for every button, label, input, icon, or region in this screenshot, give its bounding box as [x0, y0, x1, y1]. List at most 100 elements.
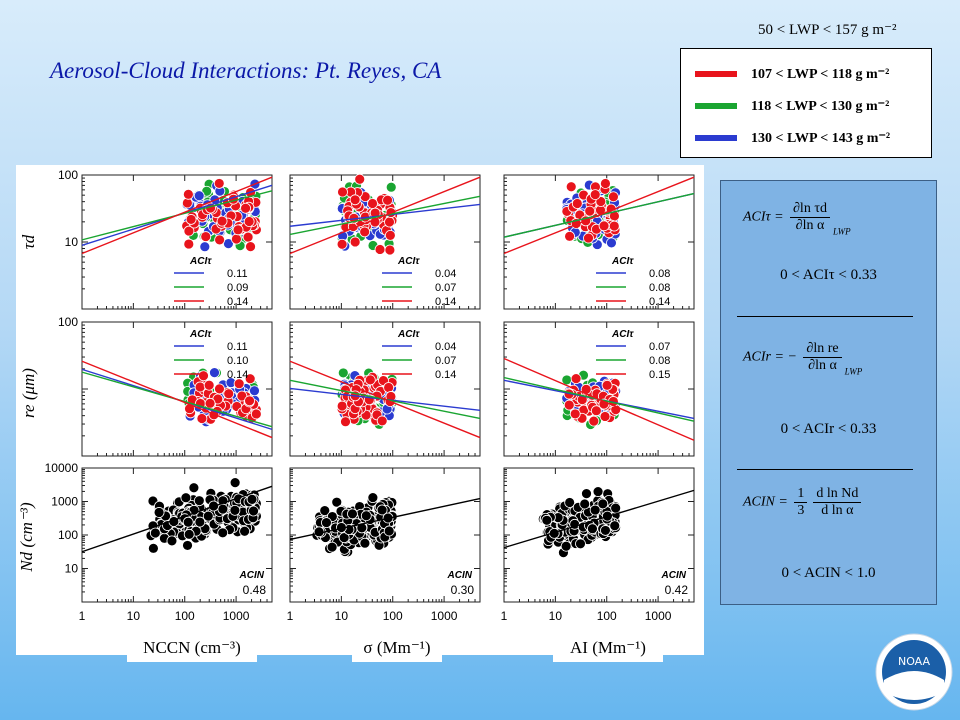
x-label-sigma: σ (Mm⁻¹) — [352, 634, 442, 662]
x-tick-label: 1 — [501, 609, 508, 623]
data-point — [583, 232, 594, 244]
x-label-ai: AI (Mm⁻¹) — [553, 634, 663, 662]
inset-legend-value: 0.08 — [649, 268, 670, 280]
y-axis-label: Nd (cm⁻³) — [17, 502, 36, 573]
data-point — [244, 395, 255, 407]
data-point — [600, 525, 611, 536]
inset-legend-title: ACIτ — [397, 329, 420, 340]
data-point — [183, 238, 195, 250]
data-point — [213, 178, 225, 189]
inset-legend-title: ACIτ — [189, 256, 212, 267]
data-point — [560, 540, 572, 552]
data-point — [349, 194, 361, 206]
data-point — [606, 237, 617, 249]
data-point — [188, 482, 200, 494]
legend-item-green: 118 < LWP < 130 g m⁻² — [695, 95, 889, 117]
data-point — [382, 194, 393, 206]
data-point — [182, 516, 194, 528]
page-title: Aerosol-Cloud Interactions: Pt. Reyes, C… — [50, 58, 442, 83]
data-point — [331, 496, 343, 508]
y-tick-label: 100 — [58, 315, 78, 329]
legend-label: 118 < LWP < 130 g m⁻² — [751, 98, 890, 114]
data-point — [326, 541, 338, 553]
data-point — [193, 190, 205, 202]
data-point — [592, 486, 604, 497]
inset-legend-value: 0.11 — [227, 268, 248, 280]
data-point — [321, 517, 332, 529]
data-point — [383, 382, 395, 393]
aci-tau-range: 0 < ACIτ < 0.33 — [780, 267, 877, 283]
data-point — [319, 505, 331, 517]
divider — [737, 469, 913, 470]
data-point — [601, 379, 613, 391]
data-point — [200, 231, 212, 242]
x-tick-label: 10 — [549, 609, 563, 623]
data-point — [563, 399, 575, 411]
data-point — [354, 173, 366, 185]
fit-line — [81, 485, 273, 553]
fit-line — [503, 176, 695, 255]
data-point — [336, 400, 348, 412]
data-point — [198, 370, 209, 382]
inset-legend-value: 0.11 — [227, 341, 248, 353]
data-point — [608, 220, 620, 232]
data-point — [385, 181, 397, 193]
aci-n-range: 0 < ACIN < 1.0 — [781, 565, 876, 581]
fit-line — [503, 489, 695, 549]
data-point — [232, 224, 244, 236]
data-point — [194, 381, 206, 393]
y-tick-label: 100 — [58, 528, 78, 542]
data-point — [338, 532, 350, 543]
inset-legend-title: ACIN — [447, 570, 473, 581]
data-point — [374, 244, 386, 255]
data-point — [183, 528, 195, 540]
x-tick-label: 1000 — [645, 609, 672, 623]
data-point — [587, 523, 598, 535]
data-point — [359, 226, 371, 238]
data-point — [217, 503, 229, 515]
inset-legend-value: 0.15 — [649, 369, 670, 381]
data-point — [571, 198, 583, 209]
eq-den: d ln α — [821, 503, 854, 518]
aci-r-range: 0 < ACIr < 0.33 — [780, 421, 877, 437]
data-point — [376, 504, 388, 516]
legend-swatch — [695, 71, 737, 77]
data-point — [149, 527, 161, 539]
data-point — [214, 383, 225, 395]
data-point — [360, 510, 372, 522]
y-tick-label: 10 — [65, 562, 79, 576]
data-point — [245, 241, 256, 252]
data-point — [214, 234, 226, 246]
data-point — [600, 178, 611, 189]
eq-den: ∂ln α — [808, 358, 837, 373]
eq-den: 3 — [797, 503, 805, 518]
inset-legend-value: 0.07 — [435, 355, 456, 367]
data-point — [242, 231, 254, 243]
eq-sub: LWP — [844, 366, 863, 377]
x-tick-label: 10 — [335, 609, 349, 623]
aci-tau-equation: ACIτ = ∂ln τd ∂ln α LWP — [743, 201, 851, 237]
data-point — [204, 397, 216, 409]
x-label-nccn: NCCN (cm⁻³) — [127, 634, 257, 662]
data-point — [239, 525, 251, 537]
data-point — [584, 205, 596, 217]
eq-lhs: ACIτ = — [743, 209, 784, 225]
inset-legend-value: 0.09 — [227, 282, 248, 294]
data-point — [356, 522, 368, 534]
x-tick-label: 1 — [287, 609, 294, 623]
legend-label: 107 < LWP < 118 g m⁻² — [751, 66, 890, 82]
fit-line — [289, 360, 481, 439]
data-point — [182, 188, 194, 200]
inset-legend-value: 0.48 — [243, 583, 267, 597]
inset-legend-value: 0.42 — [665, 583, 689, 597]
data-point — [182, 540, 193, 551]
data-point — [243, 216, 255, 227]
data-point — [240, 202, 251, 214]
scatter-grid-svg: τd re (μm) Nd (cm⁻³) 10 100 ACIτ 0.11 0.09 0.14 A… — [17, 168, 695, 623]
inset-legend-title: ACIτ — [611, 256, 634, 267]
data-point — [569, 408, 581, 420]
data-point — [376, 415, 388, 427]
data-point — [229, 477, 241, 489]
data-point — [564, 497, 576, 508]
inset-legend-value: 0.07 — [649, 341, 670, 353]
